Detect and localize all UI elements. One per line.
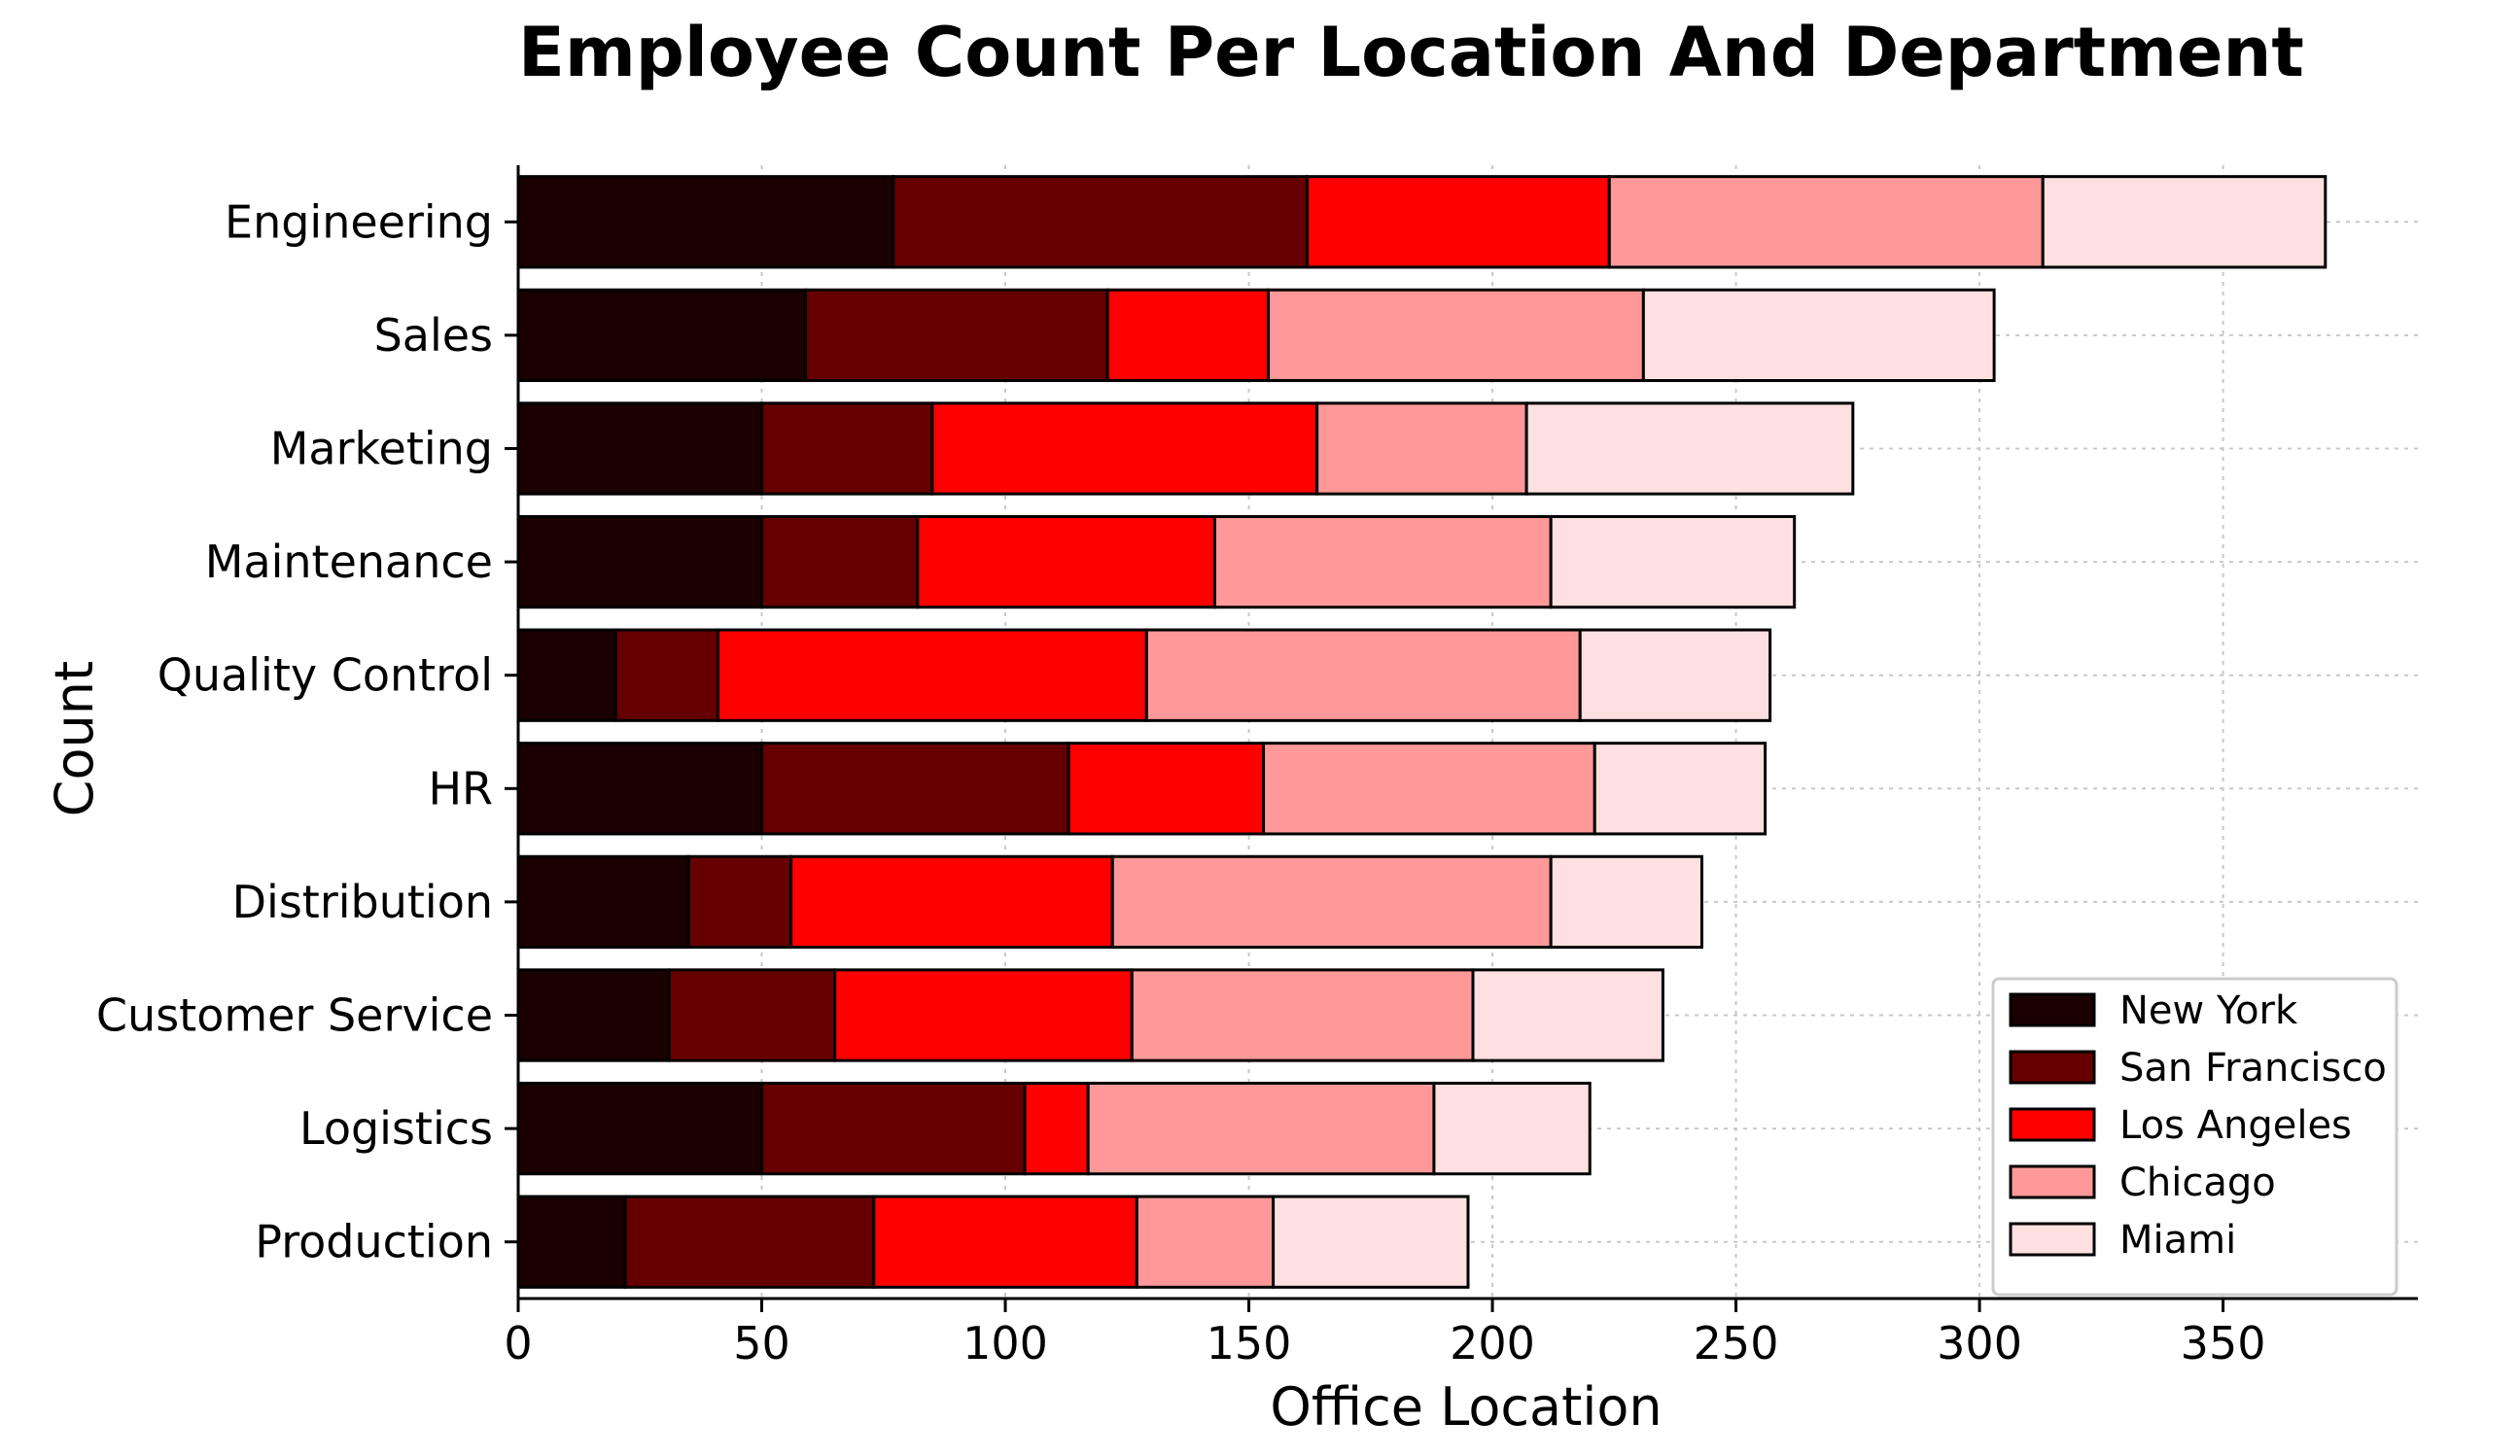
y-tick-label: Sales bbox=[374, 309, 493, 362]
y-axis-label: Count bbox=[44, 661, 105, 816]
x-tick-label: 200 bbox=[1450, 1317, 1535, 1369]
y-tick-label: Distribution bbox=[232, 876, 493, 928]
legend-swatch bbox=[2009, 1222, 2096, 1257]
bar-segment bbox=[930, 401, 1319, 496]
y-tick-label: HR bbox=[428, 762, 493, 815]
y-tick-label: Marketing bbox=[270, 423, 493, 475]
legend-label: Miami bbox=[2119, 1218, 2236, 1263]
bar-segment bbox=[516, 1195, 627, 1289]
bar-segment bbox=[1592, 742, 1768, 836]
bar-segment bbox=[1212, 514, 1553, 609]
bar-segment bbox=[1105, 288, 1271, 383]
y-tick-label: Engineering bbox=[225, 195, 493, 248]
chart-title: Employee Count Per Location And Departme… bbox=[518, 13, 2304, 92]
bar-segment bbox=[1549, 514, 1797, 609]
y-tick-label: Production bbox=[255, 1216, 493, 1268]
bar-segment bbox=[1524, 401, 1855, 496]
bar-segment bbox=[1023, 1081, 1090, 1176]
bar-segment bbox=[516, 742, 764, 836]
bar-segment bbox=[1607, 175, 2045, 269]
legend-swatch bbox=[2009, 1107, 2096, 1142]
bar-segment bbox=[623, 1195, 876, 1289]
bar-segment bbox=[516, 854, 690, 950]
axes bbox=[505, 165, 2418, 1312]
bar-segment bbox=[613, 628, 719, 722]
bar-segment bbox=[1130, 968, 1475, 1062]
bar-segment bbox=[760, 401, 934, 496]
x-tick-label: 50 bbox=[733, 1317, 790, 1369]
bar-segment bbox=[1549, 854, 1703, 950]
x-tick-label: 350 bbox=[2181, 1317, 2266, 1369]
y-tick-label: Maintenance bbox=[205, 536, 493, 588]
bar-segment bbox=[1306, 175, 1611, 269]
bar-segment bbox=[1262, 742, 1596, 836]
bar-segment bbox=[1067, 742, 1266, 836]
x-tick-label: 300 bbox=[1937, 1317, 2022, 1369]
legend-swatch bbox=[2009, 1050, 2096, 1085]
x-tick-label: 0 bbox=[504, 1317, 532, 1369]
y-tick-labels: Engineering Sales Marketing Maintenance Qual… bbox=[96, 195, 493, 1267]
bar-segment bbox=[516, 628, 617, 722]
bar-segment bbox=[760, 514, 920, 609]
bar-segment bbox=[686, 854, 793, 950]
legend-label: Chicago bbox=[2119, 1161, 2276, 1205]
bar-segment bbox=[760, 1081, 1027, 1176]
x-axis-label: Office Location bbox=[1270, 1376, 1662, 1438]
y-tick-label: Quality Control bbox=[158, 649, 493, 702]
bar-segment bbox=[1315, 401, 1528, 496]
bars bbox=[516, 175, 2328, 1289]
bar-segment bbox=[892, 175, 1310, 269]
legend-label: San Francisco bbox=[2119, 1046, 2387, 1091]
bar-segment bbox=[1135, 1195, 1276, 1289]
bar-segment bbox=[916, 514, 1216, 609]
bar-segment bbox=[1432, 1081, 1592, 1176]
legend-swatch bbox=[2009, 992, 2096, 1027]
bar-segment bbox=[833, 968, 1134, 1062]
bar-segment bbox=[1471, 968, 1664, 1062]
y-tick-label: Customer Service bbox=[96, 989, 493, 1042]
x-tick-labels: 0 50 100 150 200 250 300 350 bbox=[504, 1317, 2265, 1369]
bar-segment bbox=[516, 401, 764, 496]
bar-segment bbox=[716, 628, 1148, 722]
bar-segment bbox=[2041, 175, 2328, 269]
bar-segment bbox=[789, 854, 1114, 950]
bar-segment bbox=[1144, 628, 1582, 722]
bar-segment bbox=[1641, 288, 1996, 383]
bar-segment bbox=[516, 1081, 764, 1176]
bar-segment bbox=[516, 175, 895, 269]
bar-segment bbox=[516, 514, 764, 609]
x-tick-label: 100 bbox=[962, 1317, 1048, 1369]
bar-segment bbox=[1578, 628, 1772, 722]
bar-segment bbox=[804, 288, 1109, 383]
bar-segment bbox=[872, 1195, 1138, 1289]
bar-segment bbox=[1272, 1195, 1470, 1289]
bar-segment bbox=[516, 288, 808, 383]
bar-segment bbox=[667, 968, 837, 1062]
bar-segment bbox=[1110, 854, 1553, 950]
x-tick-label: 250 bbox=[1694, 1317, 1779, 1369]
y-tick-label: Logistics bbox=[299, 1102, 493, 1155]
bar-segment bbox=[1267, 288, 1645, 383]
legend-label: Los Angeles bbox=[2119, 1103, 2352, 1148]
legend-swatch bbox=[2009, 1164, 2096, 1199]
x-tick-label: 150 bbox=[1207, 1317, 1292, 1369]
bar-segment bbox=[760, 742, 1070, 836]
bar-segment bbox=[516, 968, 671, 1062]
legend-label: New York bbox=[2119, 988, 2298, 1033]
bar-segment bbox=[1086, 1081, 1436, 1176]
legend: New York San Francisco Los Angeles Chicago M… bbox=[1991, 977, 2398, 1297]
